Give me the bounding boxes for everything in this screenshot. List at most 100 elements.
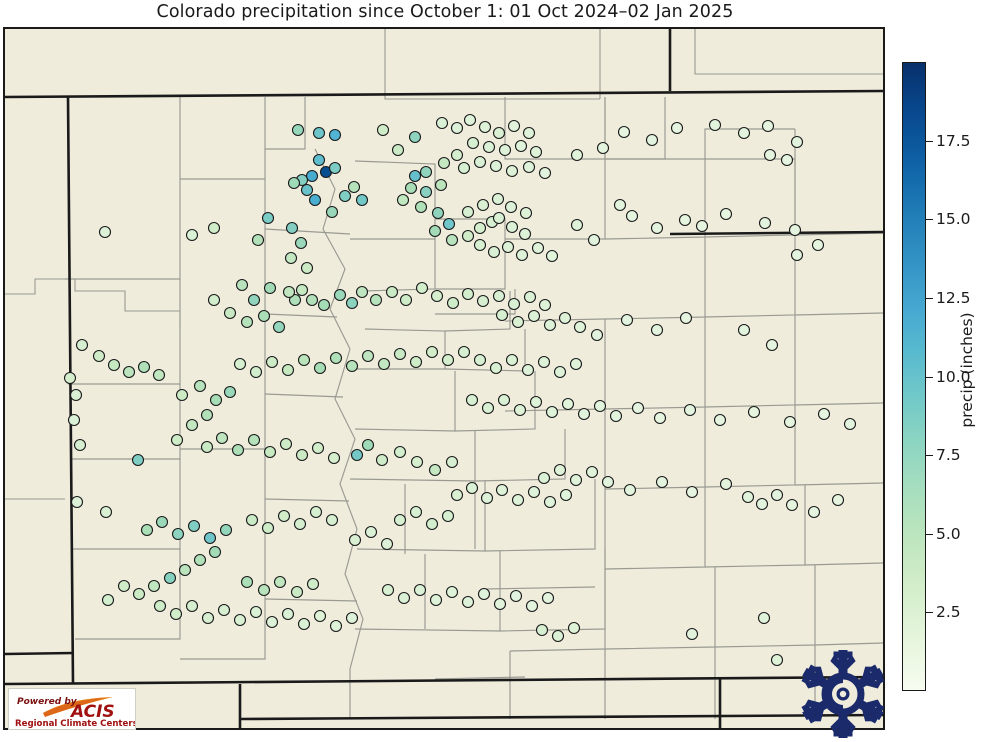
station-marker — [73, 438, 87, 452]
station-marker — [480, 491, 494, 505]
station-marker — [185, 418, 199, 432]
station-marker — [473, 221, 487, 235]
station-marker — [719, 477, 733, 491]
station-marker — [219, 523, 233, 537]
station-marker — [295, 448, 309, 462]
station-marker — [295, 283, 309, 297]
station-marker — [788, 223, 802, 237]
station-marker — [122, 365, 136, 379]
station-marker — [413, 583, 427, 597]
station-marker — [223, 385, 237, 399]
colorado-climate-center-logo — [797, 649, 889, 739]
station-marker — [498, 143, 512, 157]
station-marker — [491, 192, 505, 206]
station-marker — [609, 409, 623, 423]
station-marker — [396, 193, 410, 207]
station-marker — [393, 445, 407, 459]
station-marker — [377, 357, 391, 371]
station-marker — [429, 593, 443, 607]
station-marker — [300, 261, 314, 275]
station-marker — [327, 451, 341, 465]
colorbar-tick-mark — [926, 533, 933, 535]
station-markers — [63, 113, 857, 667]
station-marker — [780, 153, 794, 167]
station-marker — [437, 156, 451, 170]
station-marker — [415, 281, 429, 295]
state-boundaries — [5, 29, 883, 728]
station-marker — [338, 189, 352, 203]
station-marker — [482, 140, 496, 154]
station-marker — [473, 353, 487, 367]
station-marker — [770, 653, 784, 667]
station-marker — [200, 408, 214, 422]
station-marker — [708, 118, 722, 132]
station-marker — [350, 448, 364, 462]
station-marker — [163, 571, 177, 585]
station-marker — [529, 395, 543, 409]
station-marker — [284, 251, 298, 265]
station-marker — [175, 388, 189, 402]
station-marker — [465, 481, 479, 495]
station-marker — [585, 465, 599, 479]
station-marker — [519, 206, 533, 220]
station-marker — [505, 220, 519, 234]
colorbar-tick-label: 5.0 — [936, 524, 961, 543]
colorbar-tick-mark — [926, 297, 933, 299]
station-marker — [428, 224, 442, 238]
acis-powered-by-text: Powered by — [17, 697, 78, 707]
acis-name-text: ACIS — [69, 702, 115, 722]
station-marker — [545, 405, 559, 419]
colorbar-tick-mark — [926, 455, 933, 457]
station-marker — [288, 293, 302, 307]
station-marker — [561, 397, 575, 411]
station-marker — [511, 493, 525, 507]
station-marker — [265, 615, 279, 629]
station-marker — [272, 320, 286, 334]
station-marker — [577, 407, 591, 421]
station-marker — [70, 495, 84, 509]
station-marker — [425, 345, 439, 359]
station-marker — [306, 577, 320, 591]
station-marker — [461, 229, 475, 243]
station-marker — [257, 309, 271, 323]
station-marker — [741, 490, 755, 504]
station-marker — [178, 563, 192, 577]
station-marker — [137, 360, 151, 374]
station-marker — [747, 405, 761, 419]
station-marker — [497, 393, 511, 407]
station-marker — [265, 355, 279, 369]
station-marker — [817, 407, 831, 421]
station-marker — [348, 533, 362, 547]
station-marker — [279, 437, 293, 451]
station-marker — [457, 161, 471, 175]
station-marker — [442, 217, 456, 231]
station-marker — [414, 200, 428, 214]
colorbar-tick-label: 15.0 — [936, 210, 971, 229]
station-marker — [527, 309, 541, 323]
station-marker — [381, 583, 395, 597]
station-marker — [790, 248, 804, 262]
station-marker — [215, 431, 229, 445]
station-marker — [625, 209, 639, 223]
station-marker — [185, 599, 199, 613]
station-marker — [601, 475, 615, 489]
colorbar-label-text: precip (inches) — [958, 312, 976, 428]
station-marker — [559, 488, 573, 502]
station-marker — [567, 621, 581, 635]
station-marker — [445, 233, 459, 247]
station-marker — [92, 349, 106, 363]
station-marker — [430, 289, 444, 303]
station-marker — [518, 227, 532, 241]
station-marker — [425, 517, 439, 531]
station-marker — [573, 320, 587, 334]
station-marker — [240, 575, 254, 589]
station-marker — [209, 393, 223, 407]
station-marker — [477, 587, 491, 601]
colorbar-axis-label: precip (inches) — [952, 0, 982, 737]
station-marker — [364, 525, 378, 539]
station-marker — [140, 523, 154, 537]
station-marker — [441, 353, 455, 367]
station-marker — [522, 160, 536, 174]
station-marker — [285, 221, 299, 235]
station-marker — [493, 597, 507, 611]
